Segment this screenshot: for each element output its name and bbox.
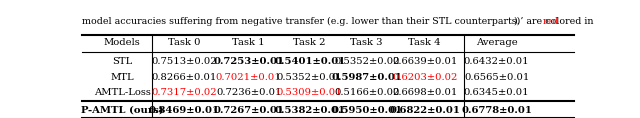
Text: 0.6565±0.01: 0.6565±0.01 xyxy=(464,73,529,82)
Text: 0.8469±0.01: 0.8469±0.01 xyxy=(148,105,220,114)
Text: 0.7021±0.01: 0.7021±0.01 xyxy=(216,73,282,82)
Text: Task 0: Task 0 xyxy=(168,38,200,47)
Text: 0.6778±0.01: 0.6778±0.01 xyxy=(461,105,532,114)
Text: 0.6698±0.01: 0.6698±0.01 xyxy=(392,88,458,97)
Text: Task 1: Task 1 xyxy=(232,38,265,47)
Text: 0.7513±0.02: 0.7513±0.02 xyxy=(151,57,217,66)
Text: 0.6203±0.02: 0.6203±0.02 xyxy=(392,73,458,82)
Text: 0.5987±0.01: 0.5987±0.01 xyxy=(332,73,402,82)
Text: 0.5309±0.01: 0.5309±0.01 xyxy=(277,88,342,97)
Text: MTL: MTL xyxy=(110,73,134,82)
Text: 0.5382±0.01: 0.5382±0.01 xyxy=(274,105,345,114)
Text: Average: Average xyxy=(476,38,518,47)
Text: Models: Models xyxy=(104,38,141,47)
Text: 0.7236±0.01: 0.7236±0.01 xyxy=(216,88,282,97)
Text: P-AMTL (ours): P-AMTL (ours) xyxy=(81,105,164,114)
Text: 0.6345±0.01: 0.6345±0.01 xyxy=(464,88,529,97)
Text: 0.6432±0.01: 0.6432±0.01 xyxy=(464,57,529,66)
Text: 0.6639±0.01: 0.6639±0.01 xyxy=(392,57,458,66)
Text: 0.5352±0.02: 0.5352±0.02 xyxy=(334,57,399,66)
Text: STL: STL xyxy=(112,57,132,66)
Text: red: red xyxy=(543,17,559,26)
Text: Task 4: Task 4 xyxy=(408,38,441,47)
Text: 0.5950±0.01: 0.5950±0.01 xyxy=(331,105,403,114)
Text: Task 2: Task 2 xyxy=(293,38,326,47)
Text: Task 3: Task 3 xyxy=(351,38,383,47)
Text: 0.5352±0.01: 0.5352±0.01 xyxy=(277,73,342,82)
Text: 0.7253±0.01: 0.7253±0.01 xyxy=(213,57,284,66)
Text: 0.7317±0.02: 0.7317±0.02 xyxy=(151,88,217,97)
Text: AMTL-Loss: AMTL-Loss xyxy=(93,88,150,97)
Text: 0.7267±0.01: 0.7267±0.01 xyxy=(213,105,284,114)
Text: model accuracies suffering from negative transfer (e.g. lower than their STL cou: model accuracies suffering from negative… xyxy=(83,17,597,26)
Text: 0.5166±0.02: 0.5166±0.02 xyxy=(334,88,399,97)
Text: 0.6822±0.01: 0.6822±0.01 xyxy=(389,105,460,114)
Text: ).: ). xyxy=(513,17,520,26)
Text: 0.5401±0.01: 0.5401±0.01 xyxy=(274,57,345,66)
Text: 0.8266±0.01: 0.8266±0.01 xyxy=(152,73,217,82)
